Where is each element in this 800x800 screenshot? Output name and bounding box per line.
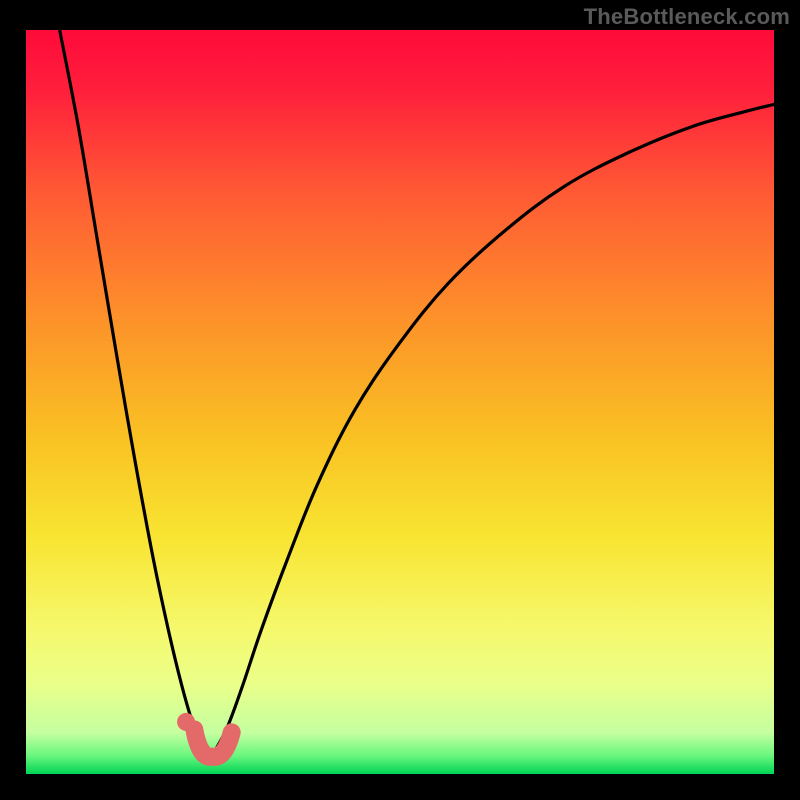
plot-area	[26, 30, 774, 774]
gradient-background	[26, 30, 774, 774]
bottleneck-chart-svg	[26, 30, 774, 774]
valley-dot-marker	[177, 713, 195, 731]
chart-frame: TheBottleneck.com	[0, 0, 800, 800]
watermark-text: TheBottleneck.com	[584, 4, 790, 30]
